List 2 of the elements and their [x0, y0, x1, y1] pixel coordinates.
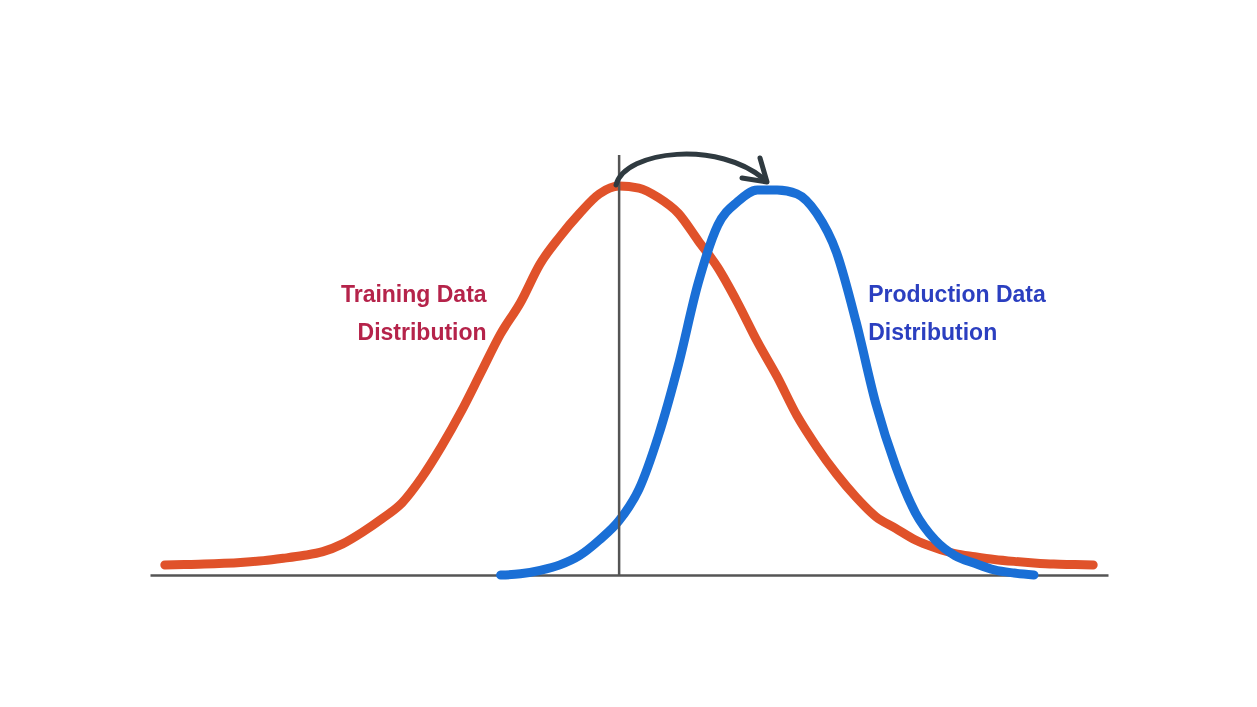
series-label: Production Data Distribution [868, 281, 1046, 345]
series-label: Training Data Distribution [340, 281, 487, 345]
